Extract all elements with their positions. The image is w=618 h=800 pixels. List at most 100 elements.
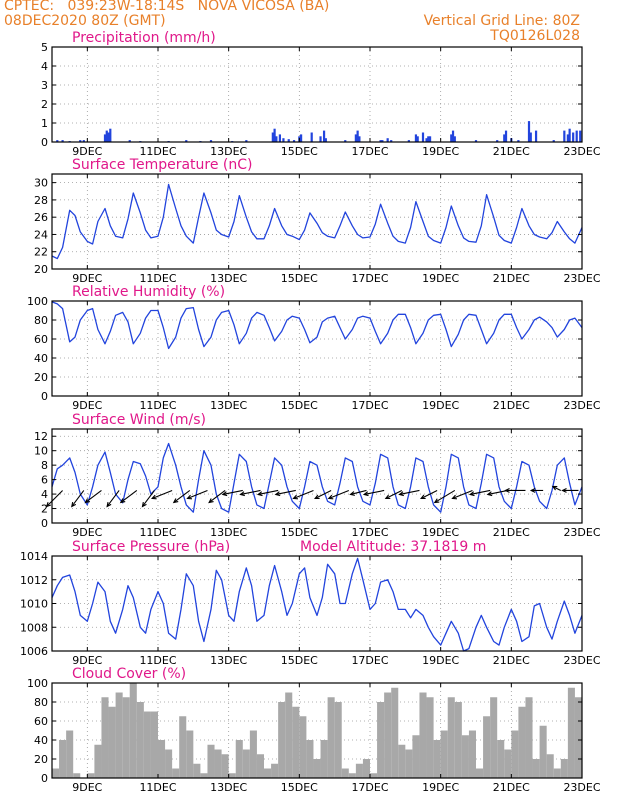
precipitation-bar bbox=[504, 130, 508, 142]
wind-arrow-shaft bbox=[434, 489, 456, 503]
wind-arrow-head bbox=[551, 485, 558, 491]
humidity-ytick-label: 20 bbox=[34, 371, 48, 384]
precipitation-xtick-label: 15DEC bbox=[281, 145, 318, 158]
temperature-ytick-label: 20 bbox=[34, 263, 48, 276]
wind-arrow-shaft bbox=[452, 489, 473, 499]
cloud-bar bbox=[158, 740, 166, 778]
header-date: 08DEC2020 80Z (GMT) bbox=[4, 13, 166, 29]
wind-arrow bbox=[327, 489, 350, 500]
wind-panel bbox=[45, 428, 583, 524]
wind-arrow-shaft bbox=[314, 489, 332, 499]
wind-xtick-label: 19DEC bbox=[422, 526, 459, 539]
cloud-bar bbox=[497, 740, 505, 778]
precipitation-ytick-label: 0 bbox=[41, 136, 48, 149]
cloud-bar bbox=[461, 735, 469, 778]
wind-arrow-shaft bbox=[222, 489, 243, 496]
temperature-title: Surface Temperature (nC) bbox=[72, 157, 253, 173]
wind-arrow bbox=[292, 489, 314, 500]
cloud-bar bbox=[341, 768, 349, 778]
precipitation-bar bbox=[344, 140, 347, 142]
temperature-xtick-label: 21DEC bbox=[493, 272, 530, 285]
wind-arrow-head bbox=[327, 494, 334, 500]
humidity-xtick-label: 23DEC bbox=[563, 399, 600, 412]
wind-arrow-shaft bbox=[293, 489, 314, 499]
humidity-title: Relative Humidity (%) bbox=[72, 284, 225, 300]
wind-arrow-shaft bbox=[258, 489, 279, 496]
precipitation-bar bbox=[450, 134, 453, 142]
precipitation-bar bbox=[527, 121, 531, 142]
cloud-ytick-label: 20 bbox=[34, 753, 48, 766]
wind-arrow bbox=[486, 489, 508, 497]
cloud-bar bbox=[391, 687, 399, 778]
cloud-bar bbox=[426, 697, 434, 778]
humidity-xtick-label: 15DEC bbox=[281, 399, 318, 412]
precipitation-xtick-label: 17DEC bbox=[351, 145, 388, 158]
wind-arrow bbox=[451, 489, 473, 500]
cloud-bar bbox=[207, 744, 215, 778]
cloud-ytick-label: 40 bbox=[34, 734, 48, 747]
precipitation-bar bbox=[379, 140, 382, 142]
wind-arrow bbox=[504, 488, 526, 493]
wind-arrow-head bbox=[362, 491, 369, 497]
pressure-title: Surface Pressure (hPa) bbox=[72, 539, 230, 555]
cloud-xtick-label: 19DEC bbox=[422, 781, 459, 794]
cloud-bar bbox=[433, 740, 441, 778]
wind-arrow bbox=[84, 490, 102, 504]
cloud-xtick-label: 11DEC bbox=[139, 781, 176, 794]
wind-arrow bbox=[172, 490, 191, 504]
precipitation-bar bbox=[319, 136, 322, 142]
wind-xtick-label: 15DEC bbox=[281, 526, 318, 539]
cloud-bar bbox=[306, 740, 314, 778]
precipitation-bar bbox=[529, 132, 532, 142]
cloud-bar bbox=[532, 759, 540, 778]
precipitation-bar bbox=[56, 140, 59, 142]
wind-arrow bbox=[208, 490, 226, 504]
wind-xtick-label: 11DEC bbox=[139, 526, 176, 539]
cloud-bar bbox=[256, 754, 264, 778]
precipitation-bar bbox=[282, 138, 285, 142]
cloud-bar bbox=[235, 740, 243, 778]
cloud-bar bbox=[143, 711, 151, 778]
precipitation-bar bbox=[566, 134, 569, 142]
precipitation-ytick-label: 4 bbox=[41, 60, 48, 73]
wind-arrow-head bbox=[561, 488, 567, 493]
precipitation-bar bbox=[103, 134, 107, 142]
cloud-bar bbox=[165, 749, 173, 778]
precipitation-bar bbox=[407, 140, 410, 142]
precipitation-bar bbox=[390, 140, 393, 142]
pressure-ytick-label: 1014 bbox=[20, 550, 48, 563]
wind-arrow-shaft bbox=[106, 490, 120, 507]
wind-xtick-label: 9DEC bbox=[72, 526, 102, 539]
wind-frame bbox=[51, 428, 583, 524]
precipitation-bar bbox=[517, 140, 520, 142]
wind-xtick-label: 17DEC bbox=[351, 526, 388, 539]
wind-arrow-shaft bbox=[420, 489, 438, 499]
cloud-bar bbox=[525, 697, 533, 778]
wind-arrow-head bbox=[84, 498, 90, 504]
pressure-xtick-label: 21DEC bbox=[493, 654, 530, 667]
precipitation-bar bbox=[421, 132, 425, 142]
humidity-ytick-label: 80 bbox=[34, 314, 48, 327]
wind-arrow bbox=[119, 490, 138, 504]
pressure-xtick-label: 13DEC bbox=[210, 654, 247, 667]
cloud-bar bbox=[101, 697, 109, 778]
precipitation-bar bbox=[275, 136, 278, 142]
wind-arrow-head bbox=[398, 491, 404, 497]
temperature-xtick-label: 13DEC bbox=[210, 272, 247, 285]
precipitation-bar bbox=[386, 138, 389, 142]
cloud-ytick-label: 60 bbox=[34, 715, 48, 728]
humidity-xtick-label: 21DEC bbox=[493, 399, 530, 412]
wind-arrow-shaft bbox=[120, 490, 138, 503]
cloud-bar bbox=[94, 744, 102, 778]
wind-arrow bbox=[384, 489, 403, 500]
cloud-bar bbox=[440, 730, 448, 778]
cloud-bar bbox=[59, 740, 67, 778]
cloud-bar bbox=[476, 768, 484, 778]
precipitation-bar bbox=[278, 134, 281, 142]
cloud-bar bbox=[271, 763, 279, 778]
cloud-panel bbox=[51, 682, 583, 779]
cloud-bar bbox=[574, 697, 582, 778]
wind-arrow bbox=[141, 490, 155, 508]
precipitation-bar bbox=[451, 130, 455, 142]
wind-ytick-label: 12 bbox=[34, 430, 48, 443]
